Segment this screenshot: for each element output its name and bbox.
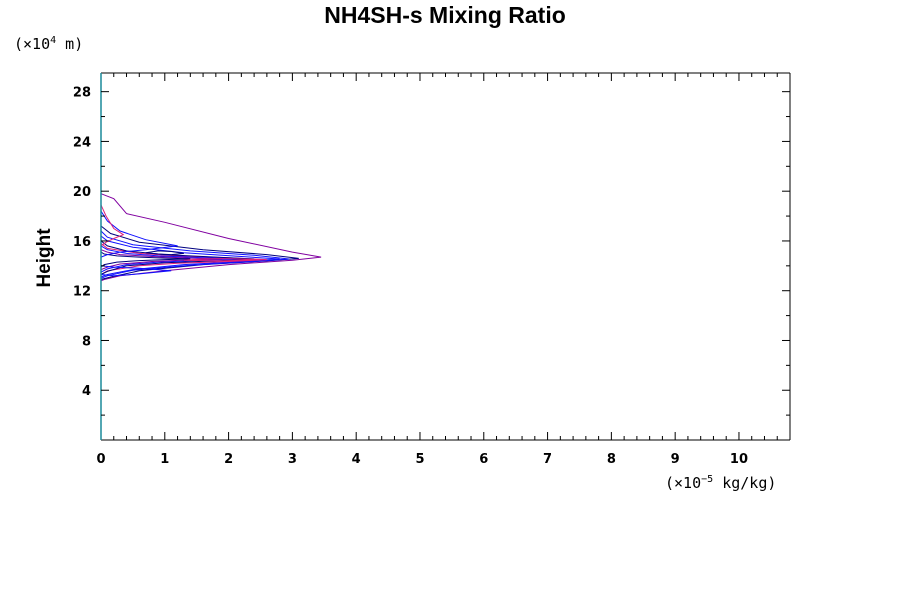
series-line-4 <box>100 235 280 278</box>
chart-title: NH4SH-s Mixing Ratio <box>324 2 566 28</box>
y-tick-label: 24 <box>73 135 91 150</box>
series-line-9 <box>100 251 191 268</box>
x-tick-label: 6 <box>479 452 488 467</box>
y-unit-label: (×104 m) <box>14 35 83 53</box>
series-line-2 <box>100 225 299 280</box>
series-line-13 <box>183 258 261 262</box>
x-tick-label: 0 <box>96 452 105 467</box>
y-tick-label: 12 <box>73 285 91 300</box>
x-tick-label: 5 <box>415 452 424 467</box>
x-tick-label: 4 <box>352 452 361 467</box>
x-tick-label: 1 <box>160 452 169 467</box>
y-axis-label: Height <box>34 228 55 288</box>
y-tick-label: 28 <box>73 86 91 101</box>
series-line-12 <box>100 265 172 277</box>
series-line-11 <box>100 204 125 247</box>
series-line-3 <box>100 230 290 279</box>
contour-lines <box>100 193 322 282</box>
y-tick-label: 16 <box>73 235 91 250</box>
x-tick-label: 2 <box>224 452 233 467</box>
x-tick-label: 3 <box>288 452 297 467</box>
x-tick-label: 10 <box>730 452 748 467</box>
y-tick-label: 4 <box>82 384 91 399</box>
x-unit-label: (×10−5 kg/kg) <box>665 474 776 492</box>
x-tick-label: 9 <box>671 452 680 467</box>
x-tick-label: 8 <box>607 452 616 467</box>
x-tick-label: 7 <box>543 452 552 467</box>
series-line-14 <box>145 250 184 256</box>
y-tick-label: 20 <box>73 185 91 200</box>
y-tick-label: 8 <box>82 334 91 349</box>
